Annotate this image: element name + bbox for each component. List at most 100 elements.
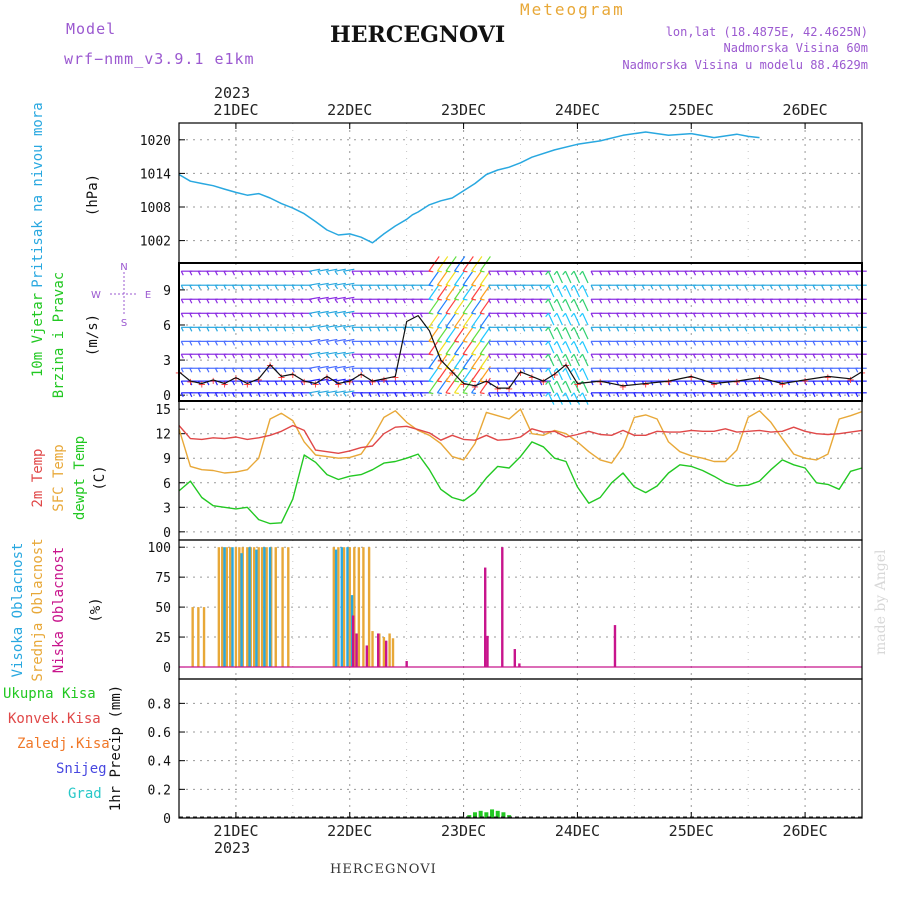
wind-barb-flag xyxy=(189,353,193,359)
wind-barb-flag xyxy=(411,298,415,304)
wind-barb-flag xyxy=(283,270,287,276)
wind-barb-flag xyxy=(385,392,389,398)
wind-barb-flag xyxy=(266,380,270,386)
wind-barb-flag xyxy=(471,353,477,356)
wind-barb xyxy=(479,298,491,314)
wind-barb-flag xyxy=(778,367,782,373)
wind-barb-flag xyxy=(291,380,295,386)
wind-barb-flag xyxy=(667,380,671,386)
wind-barb-flag xyxy=(650,284,654,290)
wind-barb-flag xyxy=(240,298,244,304)
wind-barb-flag xyxy=(360,327,364,332)
wind-barb-flag xyxy=(616,327,620,332)
wind-barb xyxy=(573,270,581,284)
wind-barb-flag xyxy=(769,341,773,346)
wind-barb-flag xyxy=(607,353,611,359)
wind-barb-flag xyxy=(599,313,603,318)
wind-barb-flag xyxy=(240,341,244,346)
wind-barb-flag xyxy=(701,392,705,398)
wind-barb-flag xyxy=(650,298,654,304)
wind-barb-flag xyxy=(308,353,313,359)
wind-barb-flag xyxy=(599,327,603,332)
wind-barb-flag xyxy=(829,313,833,318)
wind-barb-flag xyxy=(744,284,748,290)
cloud-bar-1 xyxy=(340,547,343,668)
wind-barb xyxy=(453,284,466,300)
ytick-label: 0 xyxy=(163,389,171,404)
wind-barb xyxy=(471,312,483,328)
wind-barb-flag xyxy=(385,367,389,373)
wind-barb-flag xyxy=(343,284,347,290)
wind-barb-flag xyxy=(633,298,637,304)
wind-barb-flag xyxy=(744,353,748,359)
wind-barb-flag xyxy=(437,392,442,395)
wind-barb-flag xyxy=(480,392,485,395)
wind-barb xyxy=(556,299,563,312)
wind-barb-flag xyxy=(545,284,549,290)
cloud-bar-0 xyxy=(246,547,249,668)
wind-barb-flag xyxy=(650,367,654,373)
wind-barb-flag xyxy=(590,298,594,304)
wind-barb-flag xyxy=(684,341,688,346)
wind-barb xyxy=(581,284,589,298)
wind-barb xyxy=(453,326,466,342)
wind-barb-flag xyxy=(206,353,210,359)
wind-barb-flag xyxy=(727,327,731,332)
wind-barb xyxy=(309,310,321,314)
wind-barb-flag xyxy=(197,313,201,318)
wind-barb-flag xyxy=(283,298,287,304)
precip-bar xyxy=(478,810,483,818)
wind-barb-flag xyxy=(838,313,842,318)
wind-barb xyxy=(309,338,321,342)
wind-barb xyxy=(547,313,555,326)
wind-barb-flag xyxy=(249,353,253,359)
wind-barb-flag xyxy=(641,392,645,398)
wind-barb-flag xyxy=(803,284,808,290)
ytick-label: 0.4 xyxy=(148,755,172,770)
wind-barb-flag xyxy=(496,298,500,304)
wind-barb-flag xyxy=(385,313,389,318)
gust-marker: + xyxy=(710,379,718,390)
gust-marker: + xyxy=(459,379,467,390)
dewpt-label: dewpt Temp xyxy=(72,436,88,520)
wind-barb xyxy=(581,353,589,367)
wind-barb xyxy=(564,392,572,405)
wind-barb-flag xyxy=(402,367,406,373)
wind-barb-flag xyxy=(291,392,295,398)
wind-barb-flag xyxy=(829,327,833,332)
xtick-label-top: 22DEC xyxy=(327,101,372,119)
wind-barb-flag xyxy=(206,313,210,318)
wind-barb-flag xyxy=(462,380,468,383)
wind-barb xyxy=(564,380,572,394)
wind-barb-flag xyxy=(180,367,184,373)
wind-barb-flag xyxy=(710,327,714,332)
wind-barb-flag xyxy=(428,353,434,356)
cloud-bar-2 xyxy=(365,645,369,668)
wind-barb-flag xyxy=(786,298,790,304)
wind-barb-flag xyxy=(240,270,244,276)
wind-barb-flag xyxy=(735,327,739,332)
wind-barb-flag xyxy=(428,298,434,301)
wind-barb-flag xyxy=(343,298,347,304)
wind-barb-flag xyxy=(778,270,782,276)
wind-barb-flag xyxy=(710,270,714,276)
wind-barb-flag xyxy=(650,327,654,332)
wind-barb-flag xyxy=(769,313,773,318)
wind-barb-flag xyxy=(300,313,304,318)
wind-barb xyxy=(556,341,563,354)
wind-barb-flag xyxy=(761,313,765,318)
wind-barb-flag xyxy=(360,298,364,304)
cloud-bar-0 xyxy=(362,547,365,668)
wind-barb-flag xyxy=(257,298,261,304)
wind-barb-flag xyxy=(428,380,434,383)
wind-barb-flag xyxy=(684,367,688,373)
wind-barb-flag xyxy=(570,312,575,318)
wind-barb-flag xyxy=(735,313,739,318)
wind-barb-flag xyxy=(735,341,739,346)
wind-barb-flag xyxy=(752,380,756,386)
wind-barb-flag xyxy=(180,298,184,304)
cloud-bar-0 xyxy=(221,547,224,668)
gust-marker: + xyxy=(505,384,513,395)
wind-sublabel: Brzina i Pravac xyxy=(51,272,67,398)
wind-barb xyxy=(547,392,555,405)
